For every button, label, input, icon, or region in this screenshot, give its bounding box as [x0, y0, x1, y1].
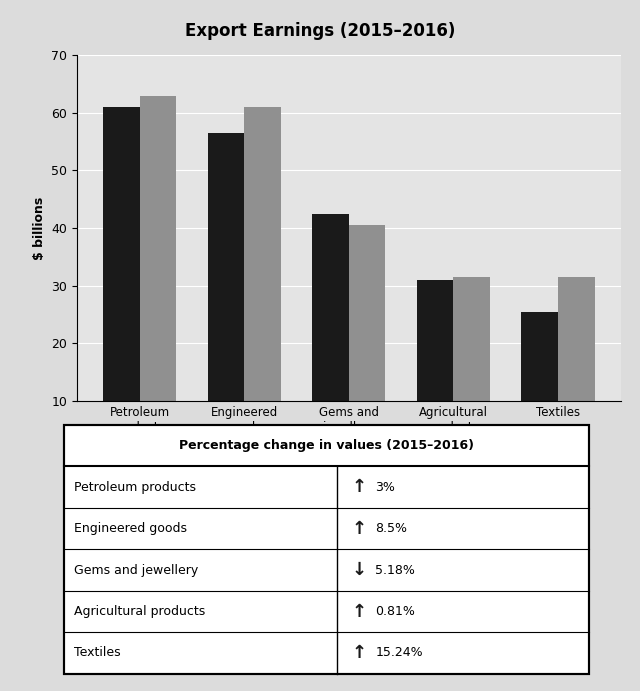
Bar: [417, 280, 453, 458]
Text: Textiles: Textiles: [74, 647, 120, 659]
Text: 15.24%: 15.24%: [375, 647, 423, 659]
Text: ↑: ↑: [352, 478, 367, 496]
Y-axis label: $ billions: $ billions: [33, 196, 45, 260]
Text: Engineered goods: Engineered goods: [74, 522, 187, 535]
Text: Gems and jewellery: Gems and jewellery: [74, 564, 198, 576]
Text: ↑: ↑: [352, 520, 367, 538]
Bar: [103, 107, 140, 458]
Bar: [244, 107, 281, 458]
Text: 0.81%: 0.81%: [375, 605, 415, 618]
Bar: [522, 312, 558, 458]
Bar: [312, 214, 349, 458]
Bar: [140, 95, 176, 458]
Text: Petroleum products: Petroleum products: [74, 481, 196, 493]
Text: 3%: 3%: [375, 481, 395, 493]
Text: Percentage change in values (2015–2016): Percentage change in values (2015–2016): [179, 439, 474, 452]
Text: ↓: ↓: [352, 561, 367, 579]
Text: Agricultural products: Agricultural products: [74, 605, 205, 618]
Text: 5.18%: 5.18%: [375, 564, 415, 576]
Bar: [207, 133, 244, 458]
Text: ↑: ↑: [352, 603, 367, 621]
Text: Export Earnings (2015–2016): Export Earnings (2015–2016): [185, 22, 455, 40]
Bar: [349, 225, 385, 458]
Text: 8.5%: 8.5%: [375, 522, 407, 535]
Bar: [453, 277, 490, 458]
Bar: [558, 277, 595, 458]
X-axis label: Product Category: Product Category: [280, 442, 417, 456]
Text: ↑: ↑: [352, 644, 367, 662]
